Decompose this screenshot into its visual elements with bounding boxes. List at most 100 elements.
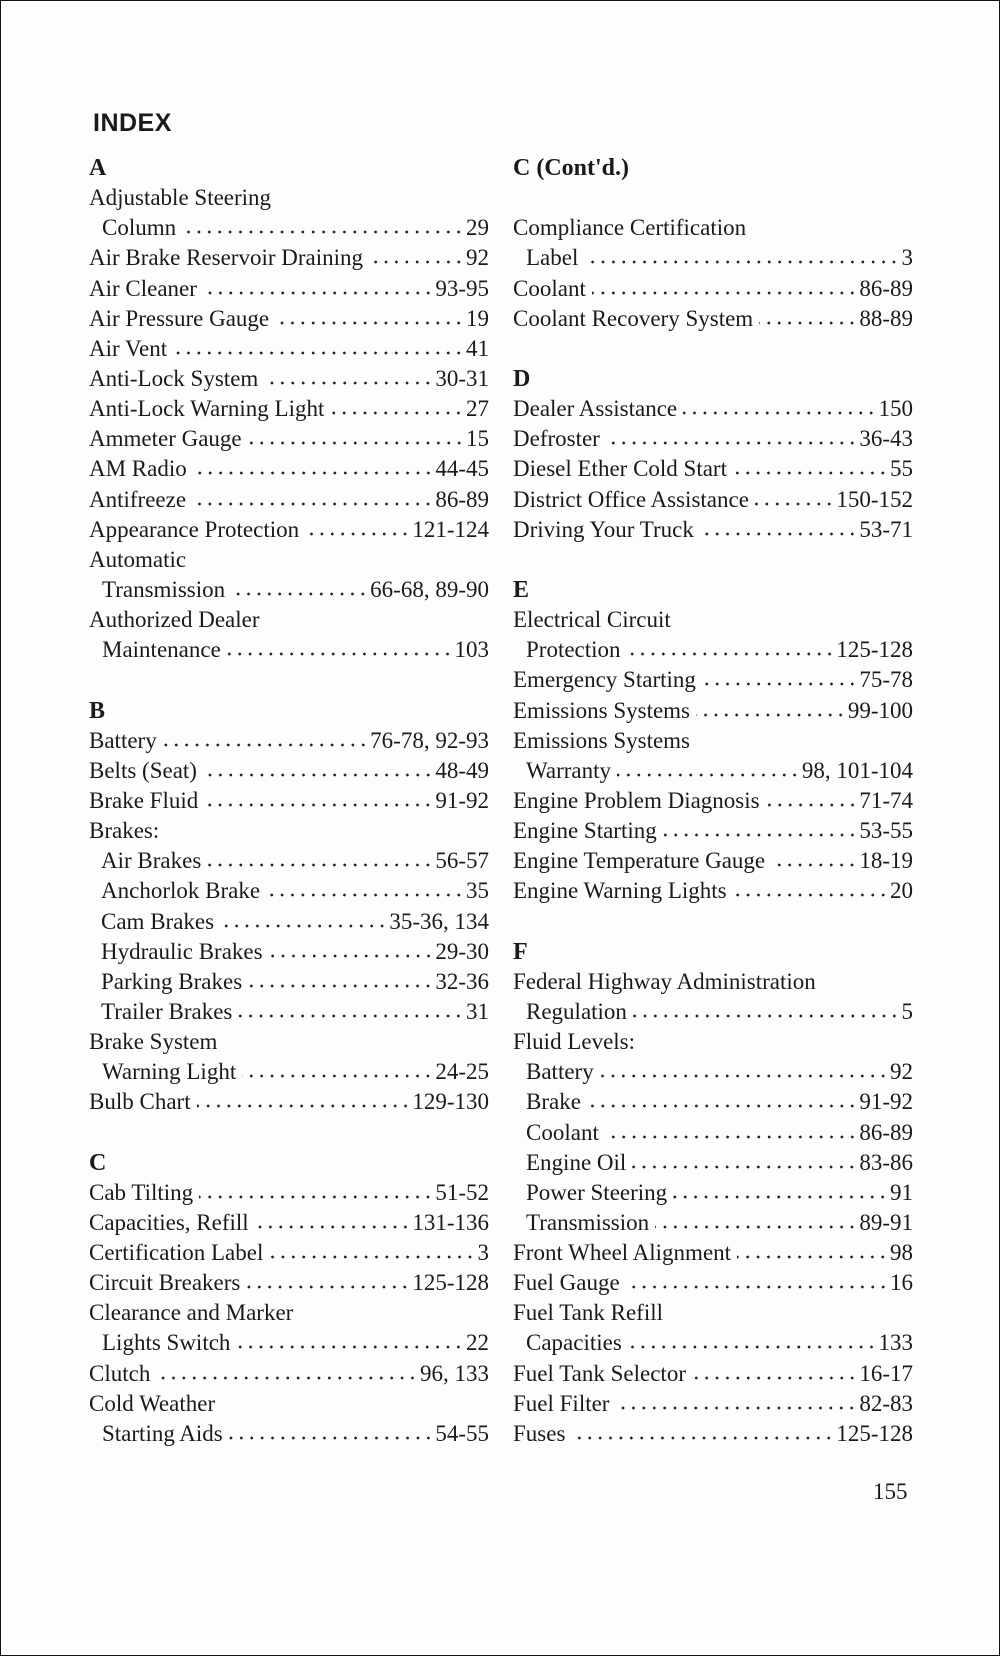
entry-label: Engine Starting bbox=[513, 818, 657, 844]
dot-leader bbox=[226, 651, 453, 658]
index-entry: Air Cleaner 93-95 bbox=[89, 274, 489, 304]
index-entry: Transmission 66-68, 89-90 bbox=[89, 575, 489, 605]
entry-label: Label bbox=[526, 245, 579, 271]
entry-label: Capacities bbox=[526, 1330, 622, 1356]
index-entry: Fuel Gauge 16 bbox=[513, 1268, 913, 1298]
dot-leader bbox=[655, 1223, 858, 1230]
index-entry: Adjustable Steering bbox=[89, 183, 489, 213]
dot-leader bbox=[625, 1284, 888, 1291]
entry-label: Air Vent bbox=[89, 335, 168, 361]
entry-page: 98, 101-104 bbox=[801, 757, 913, 783]
entry-page: 3 bbox=[477, 1240, 490, 1266]
entry-label: Engine Warning Lights bbox=[513, 878, 727, 904]
spacer bbox=[513, 334, 913, 364]
entry-label: Automatic bbox=[89, 546, 187, 572]
dot-leader bbox=[737, 1254, 888, 1261]
entry-page: 86-89 bbox=[435, 486, 489, 512]
entry-page: 35-36, 134 bbox=[389, 908, 489, 934]
index-entry: Brake Fluid 91-92 bbox=[89, 786, 489, 816]
entry-label: Maintenance bbox=[102, 637, 221, 663]
index-column-right: C (Cont'd.) Compliance Certification Label… bbox=[513, 153, 913, 1449]
dot-leader bbox=[604, 1133, 858, 1140]
dot-leader bbox=[236, 1344, 464, 1351]
spacer bbox=[89, 1118, 489, 1148]
entry-label: Hydraulic Brakes bbox=[101, 938, 263, 964]
dot-leader bbox=[673, 1193, 888, 1200]
entry-label: Fluid Levels: bbox=[513, 1029, 636, 1055]
entry-label: Battery bbox=[89, 727, 157, 753]
dot-leader bbox=[691, 1374, 858, 1381]
entry-label: Engine Problem Diagnosis bbox=[513, 787, 760, 813]
entry-label: Brakes: bbox=[89, 818, 160, 844]
section-heading: C bbox=[89, 1149, 107, 1176]
entry-label: Starting Aids bbox=[102, 1420, 223, 1446]
entry-label: Emissions Systems bbox=[513, 697, 691, 723]
index-entry: Coolant 86-89 bbox=[513, 1118, 913, 1148]
index-entry: Coolant 86-89 bbox=[513, 274, 913, 304]
entry-label: Engine Temperature Gauge bbox=[513, 848, 766, 874]
dot-leader bbox=[266, 892, 464, 899]
dot-leader bbox=[204, 801, 434, 808]
section-heading: B bbox=[89, 697, 106, 724]
entry-page: 53-55 bbox=[859, 818, 913, 844]
index-entry: Fuel Tank Refill bbox=[513, 1298, 913, 1328]
entry-page: 89-91 bbox=[859, 1209, 913, 1235]
entry-page: 31 bbox=[466, 998, 489, 1024]
dot-leader bbox=[220, 922, 388, 929]
dot-leader bbox=[771, 862, 858, 869]
entry-page: 133 bbox=[878, 1330, 914, 1356]
index-entry: Battery 92 bbox=[513, 1057, 913, 1087]
index-entry: Clutch 96, 133 bbox=[89, 1359, 489, 1389]
entry-label: Fuel Tank Refill bbox=[513, 1300, 664, 1326]
entry-page: 92 bbox=[890, 1059, 913, 1085]
index-entry: Power Steering 91 bbox=[513, 1178, 913, 1208]
index-entry: Bulb Chart 129-130 bbox=[89, 1087, 489, 1117]
entry-label: Circuit Breakers bbox=[89, 1270, 241, 1296]
entry-page: 56-57 bbox=[435, 848, 489, 874]
dot-leader bbox=[238, 1012, 464, 1019]
entry-label: Warranty bbox=[526, 757, 611, 783]
entry-page: 92 bbox=[466, 245, 489, 271]
index-entry: Lights Switch 22 bbox=[89, 1328, 489, 1358]
entry-page: 131-136 bbox=[412, 1209, 489, 1235]
entry-label: Clearance and Marker bbox=[89, 1300, 294, 1326]
dot-leader bbox=[591, 289, 858, 296]
entry-label: Brake System bbox=[89, 1029, 218, 1055]
entry-label: Anchorlok Brake bbox=[101, 878, 261, 904]
dot-leader bbox=[683, 410, 877, 417]
entry-label: Defroster bbox=[513, 426, 600, 452]
entry-label: Front Wheel Alignment bbox=[513, 1240, 732, 1266]
dot-leader bbox=[247, 440, 464, 447]
index-entry: Label 3 bbox=[513, 243, 913, 273]
page-number: 155 bbox=[873, 1479, 908, 1504]
entry-page: 19 bbox=[466, 305, 489, 331]
section-heading: C (Cont'd.) bbox=[513, 155, 630, 181]
entry-page: 30-31 bbox=[435, 365, 489, 391]
dot-leader bbox=[202, 771, 434, 778]
index-entry: Capacities 133 bbox=[513, 1328, 913, 1358]
index-entry: Fuses 125-128 bbox=[513, 1419, 913, 1449]
index-entry: Air Brakes 56-57 bbox=[89, 846, 489, 876]
entry-label: Parking Brakes bbox=[101, 968, 243, 994]
index-entry: Federal Highway Administration bbox=[513, 967, 913, 997]
dot-leader bbox=[733, 470, 888, 477]
entry-page: 129-130 bbox=[412, 1089, 489, 1115]
index-entry: Driving Your Truck 53-71 bbox=[513, 515, 913, 545]
entry-label: Coolant bbox=[526, 1119, 599, 1145]
entry-label: Power Steering bbox=[526, 1179, 668, 1205]
entry-label: Certification Label bbox=[89, 1240, 264, 1266]
dot-leader bbox=[696, 711, 846, 718]
entry-page: 83-86 bbox=[859, 1149, 913, 1175]
entry-label: Warning Light bbox=[102, 1059, 237, 1085]
entry-label: Belts (Seat) bbox=[89, 757, 197, 783]
dot-leader bbox=[192, 470, 434, 477]
index-entry: Maintenance 103 bbox=[89, 635, 489, 665]
index-entry: Emergency Starting 75-78 bbox=[513, 665, 913, 695]
entry-page: 91-92 bbox=[435, 787, 489, 813]
entry-label: Fuel Tank Selector bbox=[513, 1360, 686, 1386]
index-entry: Circuit Breakers 125-128 bbox=[89, 1268, 489, 1298]
entry-page: 75-78 bbox=[859, 667, 913, 693]
index-entry: Emissions Systems 99-100 bbox=[513, 696, 913, 726]
dot-leader bbox=[268, 952, 434, 959]
entry-label: Authorized Dealer bbox=[89, 607, 260, 633]
